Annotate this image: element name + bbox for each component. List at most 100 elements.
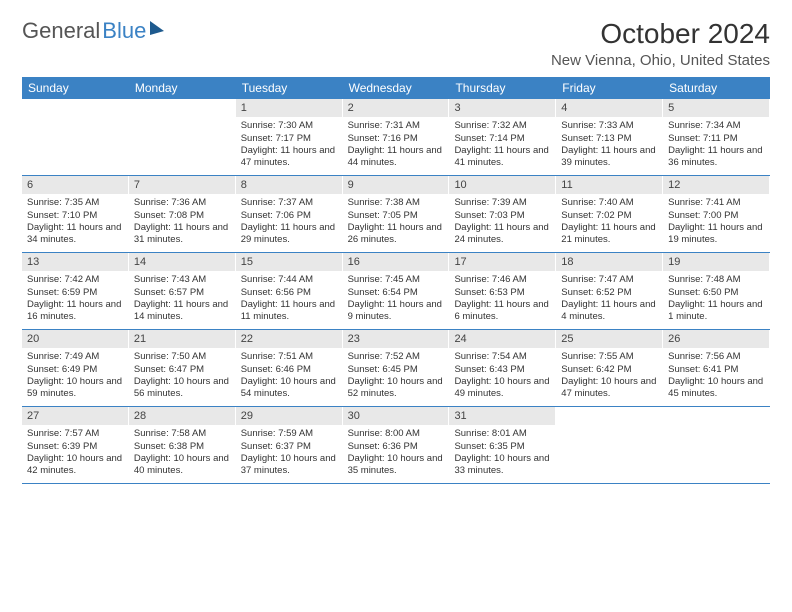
daylight-text: Daylight: 10 hours and 37 minutes. (241, 453, 337, 478)
day-cell: 29Sunrise: 7:59 AMSunset: 6:37 PMDayligh… (236, 407, 343, 483)
daylight-text: Daylight: 11 hours and 36 minutes. (668, 145, 764, 170)
sunrise-text: Sunrise: 8:01 AM (454, 428, 550, 440)
day-cell: 8Sunrise: 7:37 AMSunset: 7:06 PMDaylight… (236, 176, 343, 252)
sunset-text: Sunset: 6:35 PM (454, 441, 550, 453)
day-body: Sunrise: 7:54 AMSunset: 6:43 PMDaylight:… (449, 348, 555, 405)
day-cell: 16Sunrise: 7:45 AMSunset: 6:54 PMDayligh… (343, 253, 450, 329)
week-row: 27Sunrise: 7:57 AMSunset: 6:39 PMDayligh… (22, 407, 770, 484)
day-number: 28 (129, 407, 235, 425)
weeks-container: 1Sunrise: 7:30 AMSunset: 7:17 PMDaylight… (22, 99, 770, 484)
day-cell: 15Sunrise: 7:44 AMSunset: 6:56 PMDayligh… (236, 253, 343, 329)
day-number: 17 (449, 253, 555, 271)
sunrise-text: Sunrise: 7:52 AM (348, 351, 444, 363)
daylight-text: Daylight: 10 hours and 33 minutes. (454, 453, 550, 478)
sunrise-text: Sunrise: 7:50 AM (134, 351, 230, 363)
dow-saturday: Saturday (663, 77, 770, 99)
sunset-text: Sunset: 7:06 PM (241, 210, 337, 222)
sunrise-text: Sunrise: 7:51 AM (241, 351, 337, 363)
daylight-text: Daylight: 11 hours and 41 minutes. (454, 145, 550, 170)
daylight-text: Daylight: 10 hours and 35 minutes. (348, 453, 444, 478)
sunset-text: Sunset: 6:42 PM (561, 364, 657, 376)
day-cell (556, 407, 663, 483)
day-number: 11 (556, 176, 662, 194)
day-cell: 5Sunrise: 7:34 AMSunset: 7:11 PMDaylight… (663, 99, 770, 175)
sunrise-text: Sunrise: 7:38 AM (348, 197, 444, 209)
day-number: 27 (22, 407, 128, 425)
day-body: Sunrise: 7:34 AMSunset: 7:11 PMDaylight:… (663, 117, 769, 174)
day-cell: 26Sunrise: 7:56 AMSunset: 6:41 PMDayligh… (663, 330, 770, 406)
day-cell: 24Sunrise: 7:54 AMSunset: 6:43 PMDayligh… (449, 330, 556, 406)
daylight-text: Daylight: 11 hours and 24 minutes. (454, 222, 550, 247)
daylight-text: Daylight: 11 hours and 34 minutes. (27, 222, 123, 247)
day-number: 25 (556, 330, 662, 348)
sunset-text: Sunset: 6:49 PM (27, 364, 123, 376)
sunset-text: Sunset: 7:05 PM (348, 210, 444, 222)
daylight-text: Daylight: 11 hours and 21 minutes. (561, 222, 657, 247)
day-cell: 12Sunrise: 7:41 AMSunset: 7:00 PMDayligh… (663, 176, 770, 252)
daylight-text: Daylight: 10 hours and 47 minutes. (561, 376, 657, 401)
sunrise-text: Sunrise: 7:55 AM (561, 351, 657, 363)
logo-triangle-icon (150, 21, 164, 35)
daylight-text: Daylight: 11 hours and 19 minutes. (668, 222, 764, 247)
daylight-text: Daylight: 10 hours and 54 minutes. (241, 376, 337, 401)
daylight-text: Daylight: 10 hours and 49 minutes. (454, 376, 550, 401)
day-body: Sunrise: 7:56 AMSunset: 6:41 PMDaylight:… (663, 348, 769, 405)
dow-sunday: Sunday (22, 77, 129, 99)
day-body: Sunrise: 7:36 AMSunset: 7:08 PMDaylight:… (129, 194, 235, 251)
day-body: Sunrise: 7:47 AMSunset: 6:52 PMDaylight:… (556, 271, 662, 328)
sunset-text: Sunset: 6:59 PM (27, 287, 123, 299)
sunrise-text: Sunrise: 7:37 AM (241, 197, 337, 209)
sunset-text: Sunset: 6:38 PM (134, 441, 230, 453)
day-body: Sunrise: 7:59 AMSunset: 6:37 PMDaylight:… (236, 425, 342, 482)
day-cell: 6Sunrise: 7:35 AMSunset: 7:10 PMDaylight… (22, 176, 129, 252)
sunrise-text: Sunrise: 7:34 AM (668, 120, 764, 132)
daylight-text: Daylight: 11 hours and 11 minutes. (241, 299, 337, 324)
day-number: 4 (556, 99, 662, 117)
day-cell: 22Sunrise: 7:51 AMSunset: 6:46 PMDayligh… (236, 330, 343, 406)
day-number: 14 (129, 253, 235, 271)
day-body: Sunrise: 7:42 AMSunset: 6:59 PMDaylight:… (22, 271, 128, 328)
day-cell: 27Sunrise: 7:57 AMSunset: 6:39 PMDayligh… (22, 407, 129, 483)
month-title: October 2024 (551, 18, 770, 50)
calendar: SundayMondayTuesdayWednesdayThursdayFrid… (22, 77, 770, 484)
daylight-text: Daylight: 11 hours and 26 minutes. (348, 222, 444, 247)
daylight-text: Daylight: 11 hours and 4 minutes. (561, 299, 657, 324)
daylight-text: Daylight: 11 hours and 1 minute. (668, 299, 764, 324)
dow-tuesday: Tuesday (236, 77, 343, 99)
dow-thursday: Thursday (449, 77, 556, 99)
day-body: Sunrise: 7:38 AMSunset: 7:05 PMDaylight:… (343, 194, 449, 251)
sunset-text: Sunset: 7:02 PM (561, 210, 657, 222)
day-body: Sunrise: 7:51 AMSunset: 6:46 PMDaylight:… (236, 348, 342, 405)
day-number: 15 (236, 253, 342, 271)
sunrise-text: Sunrise: 7:32 AM (454, 120, 550, 132)
sunrise-text: Sunrise: 7:47 AM (561, 274, 657, 286)
day-body: Sunrise: 7:40 AMSunset: 7:02 PMDaylight:… (556, 194, 662, 251)
day-number: 24 (449, 330, 555, 348)
day-body: Sunrise: 7:35 AMSunset: 7:10 PMDaylight:… (22, 194, 128, 251)
day-cell: 3Sunrise: 7:32 AMSunset: 7:14 PMDaylight… (449, 99, 556, 175)
sunset-text: Sunset: 7:14 PM (454, 133, 550, 145)
day-number: 29 (236, 407, 342, 425)
logo: General Blue (22, 18, 164, 44)
daylight-text: Daylight: 10 hours and 45 minutes. (668, 376, 764, 401)
day-body: Sunrise: 7:39 AMSunset: 7:03 PMDaylight:… (449, 194, 555, 251)
day-body: Sunrise: 7:41 AMSunset: 7:00 PMDaylight:… (663, 194, 769, 251)
daylight-text: Daylight: 11 hours and 39 minutes. (561, 145, 657, 170)
day-number: 9 (343, 176, 449, 194)
sunrise-text: Sunrise: 7:40 AM (561, 197, 657, 209)
sunrise-text: Sunrise: 7:42 AM (27, 274, 123, 286)
day-body: Sunrise: 7:49 AMSunset: 6:49 PMDaylight:… (22, 348, 128, 405)
sunset-text: Sunset: 6:52 PM (561, 287, 657, 299)
sunset-text: Sunset: 6:43 PM (454, 364, 550, 376)
sunrise-text: Sunrise: 7:59 AM (241, 428, 337, 440)
sunset-text: Sunset: 6:56 PM (241, 287, 337, 299)
day-number: 16 (343, 253, 449, 271)
day-number: 7 (129, 176, 235, 194)
day-cell: 19Sunrise: 7:48 AMSunset: 6:50 PMDayligh… (663, 253, 770, 329)
day-cell (129, 99, 236, 175)
sunrise-text: Sunrise: 7:48 AM (668, 274, 764, 286)
day-number: 2 (343, 99, 449, 117)
sunset-text: Sunset: 6:36 PM (348, 441, 444, 453)
day-body: Sunrise: 7:46 AMSunset: 6:53 PMDaylight:… (449, 271, 555, 328)
sunrise-text: Sunrise: 7:46 AM (454, 274, 550, 286)
